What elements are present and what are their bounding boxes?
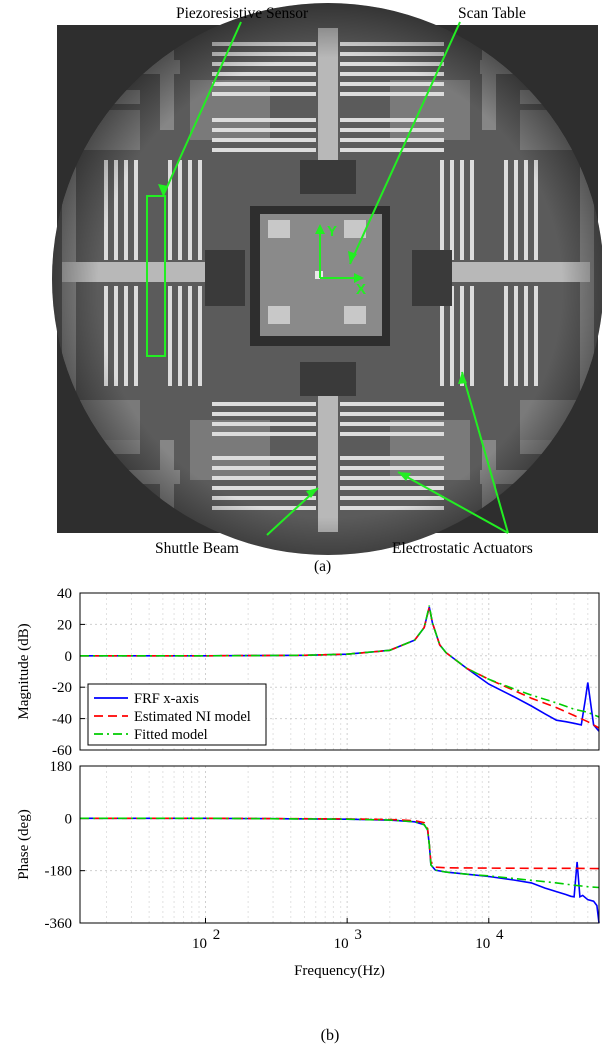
x-tick-label-exponent: 2 — [213, 927, 221, 943]
magnitude-y-tick-label: -40 — [52, 712, 72, 728]
x-tick-label: 10 — [192, 936, 207, 952]
x-axis-label: X — [356, 281, 366, 298]
phase-y-tick-label: 180 — [50, 759, 73, 775]
magnitude-y-tick-label: 40 — [57, 586, 72, 602]
x-tick-label-exponent: 4 — [496, 927, 504, 943]
magnitude-y-tick-label: -20 — [52, 680, 72, 696]
magnitude-y-tick-label: 0 — [65, 649, 73, 665]
piezo-arrow — [162, 21, 242, 197]
annotation-arrowheads — [158, 184, 467, 498]
piezo-sensor-highlight — [146, 195, 166, 357]
phase-y-tick-label: 0 — [65, 811, 73, 827]
actuator-arrow-2 — [397, 471, 509, 534]
y-axis-label: Y — [327, 223, 337, 240]
scan-table-label: Scan Table — [458, 5, 526, 22]
x-tick-label: 10 — [334, 936, 349, 952]
x-axis-label: Frequency(Hz) — [294, 963, 385, 979]
caption-b: (b) — [321, 1027, 340, 1044]
micrograph-svg: Y X Piezoresistive Sensor Scan Table Shu… — [52, 3, 602, 575]
electrostatic-actuators-label: Electrostatic Actuators — [392, 540, 533, 557]
shuttle-beam-label: Shuttle Beam — [155, 540, 239, 557]
phase-y-axis-label: Phase (deg) — [16, 809, 32, 879]
phase-y-tick-label: -360 — [45, 916, 73, 932]
actuator-arrow-1 — [461, 371, 509, 534]
phase-plot-area — [80, 766, 599, 923]
magnitude-y-axis-label: Magnitude (dB) — [16, 623, 32, 719]
device-micrograph-figure: Y X Piezoresistive Sensor Scan Table Shu… — [52, 3, 602, 575]
legend-entry: Fitted model — [134, 727, 208, 743]
magnitude-y-tick-label: -60 — [52, 743, 72, 759]
phase-series-frf-x-axis — [80, 817, 600, 924]
magnitude-axes-frame — [79, 592, 600, 751]
scan-table-arrow — [349, 21, 461, 265]
legend-entry: FRF x-axis — [134, 691, 199, 707]
x-tick-label: 10 — [475, 936, 490, 952]
legend-entry: Estimated NI model — [134, 709, 251, 725]
bode-plot-figure: 40 20 0 -20 -40 -60 Magnitude (dB) FRF x-axis Es… — [0, 578, 602, 1048]
magnitude-series-fitted-model — [80, 605, 600, 718]
piezo-sensor-label: Piezoresistive Sensor — [176, 5, 309, 22]
phase-series-fitted-model — [80, 817, 600, 889]
caption-a: (a) — [314, 558, 331, 575]
phase-y-tick-label: -180 — [45, 864, 73, 880]
phase-axes-frame — [79, 765, 600, 924]
magnitude-y-tick-label: 20 — [57, 617, 72, 633]
annotation-overlays — [146, 21, 509, 536]
x-tick-label-exponent: 3 — [354, 927, 362, 943]
